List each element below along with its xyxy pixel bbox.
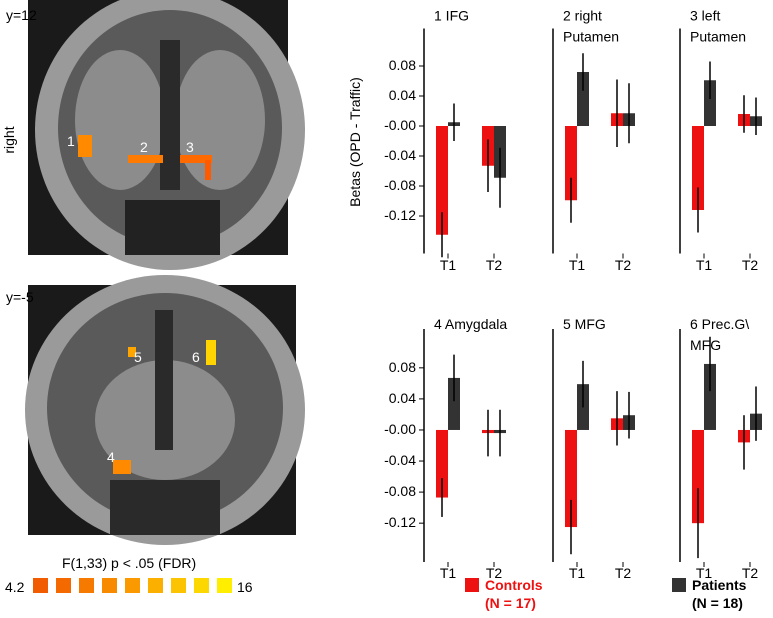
panel-title: 5 MFG bbox=[563, 316, 606, 332]
y-tick-label: 0.04 bbox=[389, 390, 416, 406]
y-tick-label: 0.08 bbox=[389, 57, 416, 73]
y-tick-label: -0.04 bbox=[384, 147, 416, 163]
region-label: 2 bbox=[140, 139, 148, 155]
legend-swatch bbox=[672, 578, 686, 592]
bar bbox=[436, 126, 448, 235]
region-label: 4 bbox=[107, 449, 115, 465]
x-tick-label: T1 bbox=[696, 565, 713, 581]
y-axis-title: Betas (OPD - Traffic) bbox=[347, 77, 363, 207]
x-tick-label: T1 bbox=[569, 257, 586, 273]
region-label: 1 bbox=[67, 133, 75, 149]
legend-sample: (N = 18) bbox=[692, 595, 743, 611]
legend-swatch bbox=[465, 578, 479, 592]
bar bbox=[565, 126, 577, 201]
bar bbox=[448, 377, 460, 430]
y-tick-label: -0.08 bbox=[384, 177, 416, 193]
y-tick-label: -0.04 bbox=[384, 452, 416, 468]
region-label: 3 bbox=[186, 139, 194, 155]
panel-title: Putamen bbox=[563, 29, 619, 45]
y-tick-label: -0.12 bbox=[384, 514, 416, 530]
y-tick-label: 0.08 bbox=[389, 359, 416, 375]
bar bbox=[692, 126, 704, 210]
x-tick-label: T1 bbox=[696, 257, 713, 273]
panel-title: 3 left bbox=[690, 8, 720, 24]
y-tick-label: -0.08 bbox=[384, 483, 416, 499]
colorbar-max: 16 bbox=[237, 579, 253, 595]
legend-sample: (N = 17) bbox=[485, 595, 536, 611]
y-tick-label: -0.00 bbox=[384, 421, 416, 437]
legend-label: Patients bbox=[692, 577, 747, 593]
region-label: 5 bbox=[134, 349, 142, 365]
colorbar: F(1,33) p < .05 (FDR) 4.2 16 bbox=[5, 555, 253, 595]
x-tick-label: T1 bbox=[440, 565, 457, 581]
bar bbox=[704, 363, 716, 430]
bar bbox=[692, 429, 704, 524]
x-tick-label: T2 bbox=[615, 257, 632, 273]
x-tick-label: T1 bbox=[569, 565, 586, 581]
region-label: 6 bbox=[192, 349, 200, 365]
panel-title: MFG bbox=[690, 337, 721, 353]
slice-label: y=-5 bbox=[6, 289, 34, 305]
panel-title: 1 IFG bbox=[434, 8, 469, 24]
legend-label: Controls bbox=[485, 577, 543, 593]
panel-title: Putamen bbox=[690, 29, 746, 45]
x-tick-label: T2 bbox=[486, 257, 503, 273]
bar bbox=[577, 72, 589, 126]
panel-title: 4 Amygdala bbox=[434, 316, 507, 332]
bar bbox=[565, 429, 577, 528]
panel-title: 6 Prec.G\ bbox=[690, 316, 749, 332]
x-tick-label: T2 bbox=[486, 565, 503, 581]
brain-bottom bbox=[25, 275, 305, 545]
legend: Controls (N = 17) Patients (N = 18) bbox=[465, 577, 747, 611]
slice-label: y=12 bbox=[6, 7, 37, 23]
y-tick-label: -0.12 bbox=[384, 207, 416, 223]
side-label: right bbox=[1, 126, 17, 153]
y-tick-label: -0.00 bbox=[384, 117, 416, 133]
x-tick-label: T2 bbox=[742, 565, 759, 581]
colorbar-title: F(1,33) p < .05 (FDR) bbox=[62, 555, 196, 571]
brain-top bbox=[28, 0, 305, 270]
x-tick-label: T1 bbox=[440, 257, 457, 273]
panel-title: 2 right bbox=[563, 8, 602, 24]
bar bbox=[436, 429, 448, 498]
x-tick-label: T2 bbox=[615, 565, 632, 581]
y-tick-label: 0.04 bbox=[389, 87, 416, 103]
bar bbox=[704, 80, 716, 126]
x-tick-label: T2 bbox=[742, 257, 759, 273]
colorbar-min: 4.2 bbox=[5, 579, 25, 595]
